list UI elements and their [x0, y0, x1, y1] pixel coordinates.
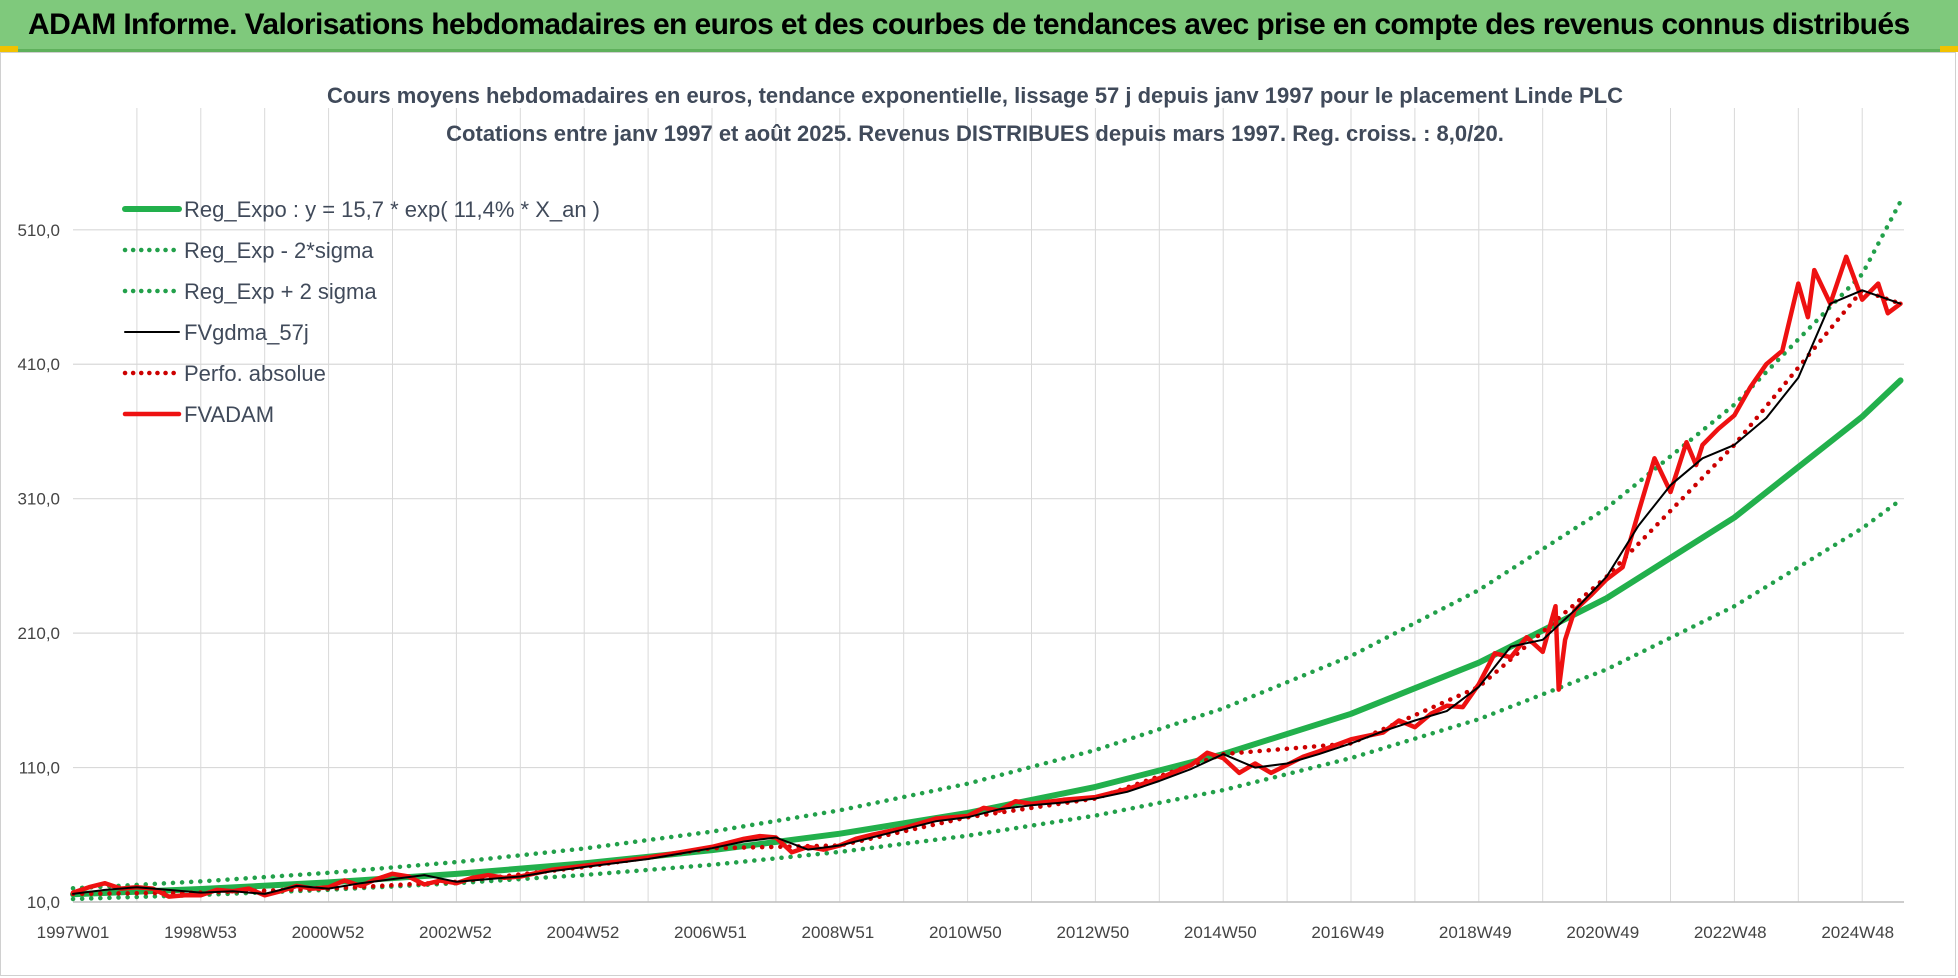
x-tick-label: 2006W51 [674, 923, 747, 942]
legend-label: Reg_Expo : y = 15,7 * exp( 11,4% * X_an … [184, 197, 600, 222]
x-tick-label: 2004W52 [547, 923, 620, 942]
y-tick-label: 410,0 [17, 355, 60, 374]
legend-item: Reg_Exp + 2 sigma [122, 279, 377, 304]
x-tick-label: 2002W52 [419, 923, 492, 942]
x-tick-label: 2014W50 [1184, 923, 1257, 942]
page-title: ADAM Informe. Valorisations hebdomadaire… [28, 8, 1910, 41]
legend-label: Perfo. absolue [184, 361, 326, 386]
x-axis-ticks: 1997W01 1998W53 2000W52 2002W52 2004W52 2006W… [37, 923, 1895, 942]
y-tick-label: 10,0 [27, 893, 60, 912]
legend-item: Reg_Expo : y = 15,7 * exp( 11,4% * X_an … [122, 197, 600, 222]
legend-label: Reg_Exp + 2 sigma [184, 279, 377, 304]
x-tick-label: 1997W01 [37, 923, 110, 942]
x-tick-label: 2000W52 [292, 923, 365, 942]
chart-title: Cours moyens hebdomadaires en euros, ten… [327, 83, 1623, 108]
y-tick-label: 310,0 [17, 490, 60, 509]
x-tick-label: 2024W48 [1821, 923, 1894, 942]
series-layer [70, 199, 1904, 902]
series-fvgdma-57j [72, 289, 1902, 895]
legend-label: FVgdma_57j [184, 320, 309, 345]
series-reg-expo [70, 377, 1904, 898]
corner-mark-right [1940, 46, 1958, 52]
legend-label: FVADAM [184, 402, 274, 427]
chart-subtitle: Cotations entre janv 1997 et août 2025. … [446, 121, 1504, 146]
grid-layer [73, 108, 1904, 903]
legend-item: FVADAM [122, 402, 274, 427]
x-tick-label: 1998W53 [164, 923, 237, 942]
series-fvadam [70, 254, 1903, 899]
x-tick-label: 2012W50 [1056, 923, 1129, 942]
y-axis-ticks: 10,0 110,0 210,0 310,0 410,0 510,0 [17, 221, 60, 912]
x-tick-label: 2022W48 [1694, 923, 1767, 942]
x-tick-label: 2008W51 [801, 923, 874, 942]
x-tick-label: 2020W49 [1566, 923, 1639, 942]
chart-frame [0, 52, 1956, 976]
series-perfo-absolue [70, 288, 1903, 897]
x-tick-label: 2010W50 [929, 923, 1002, 942]
x-tick-label: 2016W49 [1311, 923, 1384, 942]
legend-item: Perfo. absolue [122, 361, 326, 386]
y-tick-label: 110,0 [19, 759, 60, 778]
legend: Reg_Expo : y = 15,7 * exp( 11,4% * X_an … [122, 197, 600, 427]
corner-mark-left [0, 46, 18, 52]
x-tick-label: 2018W49 [1439, 923, 1512, 942]
series-reg-plus-2sigma [70, 199, 1903, 891]
legend-label: Reg_Exp - 2*sigma [184, 238, 374, 263]
legend-item: FVgdma_57j [124, 320, 309, 345]
y-tick-label: 510,0 [17, 221, 60, 240]
y-tick-label: 210,0 [17, 624, 60, 643]
legend-item: Reg_Exp - 2*sigma [122, 238, 374, 263]
header-banner: ADAM Informe. Valorisations hebdomadaire… [0, 0, 1958, 52]
